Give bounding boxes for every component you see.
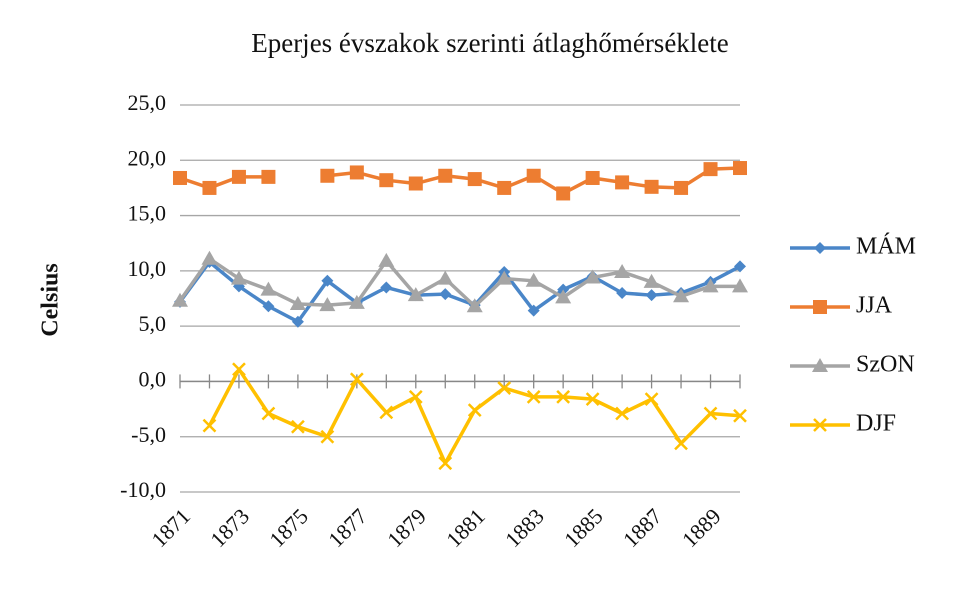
x-tick-label: 1885	[559, 503, 608, 552]
marker	[407, 287, 424, 302]
marker	[497, 180, 512, 195]
marker	[732, 278, 748, 293]
x-tick-label: 1875	[264, 503, 313, 552]
marker	[813, 418, 827, 432]
marker	[674, 436, 688, 451]
marker	[349, 372, 364, 387]
marker	[408, 176, 423, 191]
x-tick-label: 1877	[323, 503, 372, 552]
marker	[467, 403, 482, 418]
marker	[201, 250, 218, 265]
marker	[320, 429, 335, 444]
x-tick-label: 1883	[500, 503, 549, 552]
marker	[438, 168, 453, 183]
x-tick-label: 1873	[205, 503, 254, 552]
marker	[644, 179, 659, 194]
y-tick-label: 20,0	[128, 145, 167, 170]
marker	[230, 270, 247, 285]
marker	[614, 263, 631, 278]
marker	[173, 170, 187, 185]
marker	[556, 390, 571, 404]
marker	[202, 418, 217, 433]
marker	[380, 281, 393, 294]
marker	[467, 172, 482, 187]
marker	[584, 269, 601, 284]
marker	[733, 408, 747, 423]
marker	[585, 392, 600, 407]
legend-label: SzON	[856, 352, 915, 378]
y-tick-label: 25,0	[128, 90, 167, 115]
marker	[526, 390, 541, 404]
marker	[172, 292, 188, 307]
x-tick-label: 1871	[146, 503, 195, 552]
marker	[733, 161, 747, 176]
x-tick-label: 1881	[441, 503, 490, 552]
marker	[379, 173, 394, 188]
marker	[466, 298, 483, 313]
marker	[703, 406, 718, 421]
marker	[289, 296, 306, 311]
x-tick-label: 1887	[618, 503, 667, 552]
y-tick-label: 15,0	[128, 201, 167, 226]
marker	[261, 169, 276, 184]
marker	[291, 315, 304, 328]
marker	[555, 289, 572, 304]
marker	[231, 169, 246, 184]
marker	[378, 252, 395, 267]
y-tick-label: 5,0	[139, 311, 167, 336]
marker	[262, 300, 275, 313]
marker	[437, 270, 454, 285]
legend-label: MÁM	[856, 234, 916, 260]
marker	[348, 294, 365, 309]
marker	[812, 358, 828, 372]
marker	[320, 168, 335, 183]
marker	[321, 274, 334, 287]
marker	[497, 381, 512, 395]
marker	[674, 180, 689, 195]
marker	[556, 186, 571, 201]
marker	[525, 272, 542, 287]
y-tick-label: -10,0	[120, 477, 166, 502]
marker	[734, 260, 746, 273]
x-tick-label: 1889	[677, 503, 726, 552]
marker	[202, 180, 217, 195]
marker	[349, 165, 364, 180]
marker	[643, 273, 660, 288]
marker	[814, 242, 826, 254]
marker	[232, 362, 246, 377]
y-tick-label: 10,0	[128, 256, 167, 281]
marker	[585, 170, 600, 185]
marker	[702, 278, 719, 293]
marker	[527, 304, 540, 317]
y-tick-label: 0,0	[139, 366, 167, 391]
marker	[645, 289, 658, 302]
marker	[439, 288, 452, 301]
marker	[438, 456, 453, 471]
chart-title: Eperjes évszakok szerinti átlaghőmérsékl…	[251, 28, 729, 58]
marker	[261, 406, 276, 421]
y-axis-label: Celsius	[38, 263, 64, 336]
marker	[616, 286, 629, 299]
marker	[644, 392, 659, 407]
y-tick-label: -5,0	[131, 422, 166, 447]
marker	[496, 270, 513, 285]
marker	[379, 405, 394, 420]
marker	[526, 168, 541, 183]
marker	[615, 175, 630, 190]
marker	[813, 300, 827, 314]
x-tick-label: 1879	[382, 503, 431, 552]
marker	[291, 419, 305, 434]
marker	[703, 162, 718, 177]
marker	[615, 406, 629, 421]
marker	[673, 288, 690, 303]
marker	[408, 390, 423, 404]
legend-label: JJA	[856, 293, 893, 319]
marker	[260, 281, 277, 296]
legend-label: DJF	[856, 411, 896, 437]
marker	[319, 297, 336, 312]
